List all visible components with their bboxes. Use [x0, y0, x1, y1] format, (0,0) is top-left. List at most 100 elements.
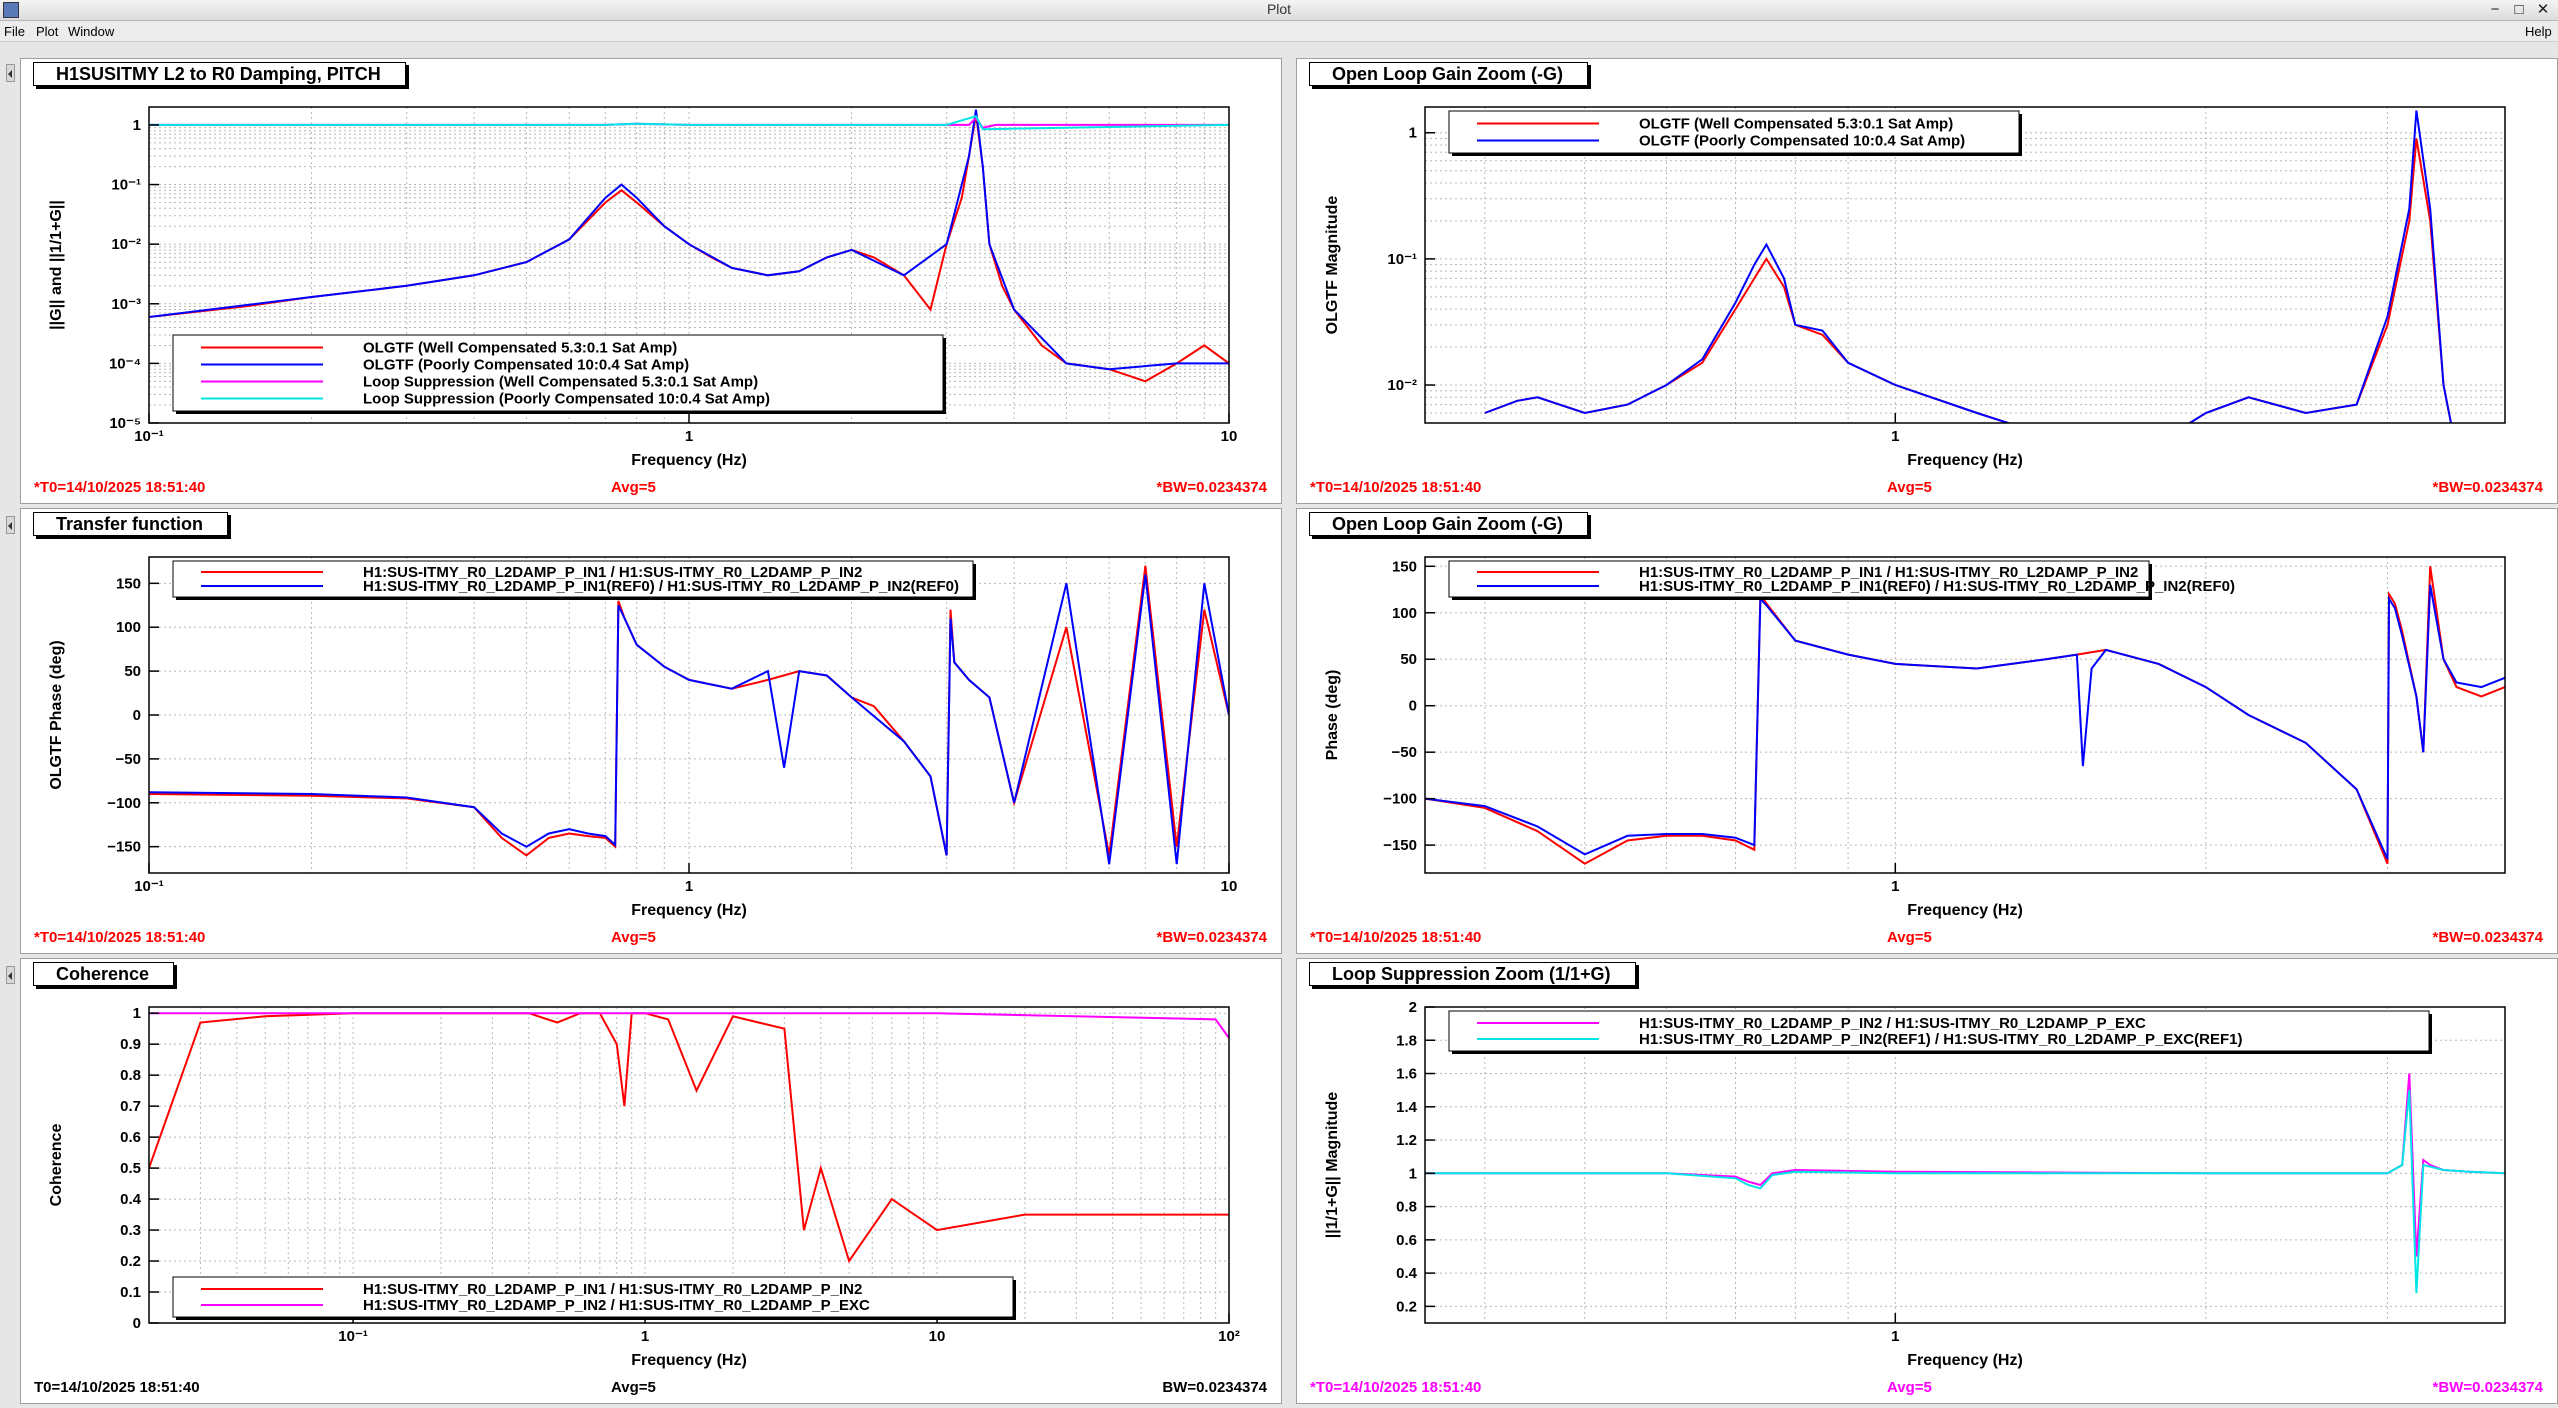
panel-coherence[interactable]: 10⁻¹ 1 10 10² 1 0.9 0.8 0.7 0.6 0.5 0.4 0.3 0.2 0.1 0 F…	[20, 958, 1282, 1404]
y-tick-label: 1	[1409, 1165, 1417, 1182]
footer-t0: *T0=14/10/2025 18:51:40	[34, 929, 206, 946]
coherence-plot: 10⁻¹ 1 10 10² 1 0.9 0.8 0.7 0.6 0.5 0.4 0.3 0.2 0.1 0 F…	[48, 1005, 1240, 1369]
y-tick-label: 0.4	[1396, 1265, 1418, 1282]
legend-label: H1:SUS-ITMY_R0_L2DAMP_P_IN1(REF0) / H1:S…	[1639, 578, 2235, 595]
footer-avg: Avg=5	[611, 929, 656, 946]
legend-box	[1448, 560, 2150, 598]
y-tick-label: 1	[133, 117, 141, 134]
menu-bar: File Plot Window Help	[0, 21, 2558, 42]
legend-label: H1:SUS-ITMY_R0_L2DAMP_P_IN1 / H1:SUS-ITM…	[363, 564, 862, 581]
y-tick-label: 150	[1392, 558, 1417, 575]
panel-olg-zoom-phase[interactable]: 1 150 100 50 0 −50 −100 −150 Frequency (Hz) Phase…	[1296, 508, 2558, 954]
y-tick-label: 1	[1409, 125, 1417, 142]
y-tick-label: 10⁻⁴	[109, 355, 141, 372]
y-tick-label: 150	[116, 575, 141, 592]
minimize-icon[interactable]: −	[2490, 1, 2500, 18]
series-line-1	[1484, 110, 2453, 423]
maximize-icon[interactable]: □	[2514, 1, 2524, 18]
menu-help[interactable]: Help	[2525, 24, 2552, 39]
y-tick-label: −50	[1392, 744, 1417, 761]
legend-label: Loop Suppression (Poorly Compensated 10:…	[363, 391, 770, 408]
y-tick-label: 0.8	[1396, 1199, 1417, 1216]
panel-magnitude-overview[interactable]: 10⁻¹ 1 10 1 10⁻¹ 10⁻² 10⁻³ 10⁻⁴ 10⁻⁵ Frequency (H…	[20, 58, 1282, 504]
left-pane-arrow-bottom[interactable]	[6, 966, 15, 984]
footer-bw: *BW=0.0234374	[2432, 929, 2544, 946]
legend-label: H1:SUS-ITMY_R0_L2DAMP_P_IN1 / H1:SUS-ITM…	[363, 1281, 862, 1298]
y-tick-label: 0.3	[120, 1222, 141, 1239]
y-axis-label: ||1/1+G|| Magnitude	[1324, 1092, 1341, 1238]
magnitude-overview-plot: 10⁻¹ 1 10 1 10⁻¹ 10⁻² 10⁻³ 10⁻⁴ 10⁻⁵ Frequency (H…	[48, 106, 1238, 469]
panel-title: Coherence	[33, 962, 175, 986]
y-tick-label: 0.6	[120, 1129, 141, 1146]
panel-title: Open Loop Gain Zoom (-G)	[1309, 62, 1588, 86]
panel-olg-zoom-magnitude[interactable]: 1 1 10⁻¹ 10⁻² Frequency (Hz) OLGTF Magnitude O…	[1296, 58, 2558, 504]
menu-plot[interactable]: Plot	[36, 24, 58, 39]
x-tick-label: 1	[1891, 878, 1899, 895]
legend-label: H1:SUS-ITMY_R0_L2DAMP_P_IN2(REF1) / H1:S…	[1639, 1031, 2242, 1048]
y-tick-label: 10⁻³	[111, 296, 141, 313]
legend-label: OLGTF (Poorly Compensated 10:0.4 Sat Amp…	[1639, 133, 1965, 150]
y-tick-label: 100	[116, 619, 141, 636]
y-axis-label: OLGTF Phase (deg)	[48, 640, 65, 789]
x-tick-label: 10⁻¹	[134, 428, 164, 445]
y-tick-label: 1.8	[1396, 1032, 1417, 1049]
y-tick-label: 1.2	[1396, 1132, 1417, 1149]
grid	[148, 557, 1230, 873]
legend-box	[1448, 1010, 2430, 1052]
left-pane-arrow-mid[interactable]	[6, 516, 15, 534]
series-group	[149, 1012, 1229, 1264]
x-tick-label: 1	[1891, 1328, 1899, 1345]
x-tick-label: 1	[641, 1328, 649, 1345]
y-tick-label: 10⁻⁵	[109, 415, 141, 432]
loop-suppression-zoom-plot: 1 2 1.8 1.6 1.4 1.2 1 0.8 0.6 0.4 0.2 Frequency (Hz…	[1324, 999, 2506, 1369]
menu-window-label: Window	[68, 24, 115, 39]
footer-avg: Avg=5	[1887, 929, 1932, 946]
footer-bw: BW=0.0234374	[1162, 1379, 1267, 1396]
panel-loop-suppression-zoom[interactable]: 1 2 1.8 1.6 1.4 1.2 1 0.8 0.6 0.4 0.2 Frequency (Hz…	[1296, 958, 2558, 1404]
y-tick-label: 50	[1400, 651, 1417, 668]
x-tick-label: 10	[1221, 428, 1238, 445]
x-axis-label: Frequency (Hz)	[631, 1352, 747, 1369]
y-tick-label: 0.5	[120, 1160, 141, 1177]
menu-file[interactable]: File	[4, 24, 25, 39]
legend-label: H1:SUS-ITMY_R0_L2DAMP_P_IN1(REF0) / H1:S…	[363, 578, 959, 595]
close-icon[interactable]: ✕	[2536, 1, 2550, 18]
y-axis-label: Phase (deg)	[1324, 670, 1341, 761]
menu-window[interactable]: Window	[68, 24, 114, 39]
x-axis-label: Frequency (Hz)	[1907, 902, 2023, 919]
y-tick-label: −50	[116, 751, 141, 768]
y-tick-label: −100	[1383, 791, 1417, 808]
series-group	[149, 109, 1229, 383]
window-title: Plot	[1266, 1, 1292, 17]
y-tick-label: 0.7	[120, 1098, 141, 1115]
y-tick-label: 2	[1409, 999, 1417, 1016]
window-titlebar: Plot − □ ✕	[0, 0, 2558, 21]
y-tick-label: 0.9	[120, 1036, 141, 1053]
legend-label: OLGTF (Well Compensated 5.3:0.1 Sat Amp)	[363, 340, 677, 357]
y-tick-label: 50	[124, 663, 141, 680]
series-line-1	[149, 1012, 1229, 1039]
x-tick-label: 1	[685, 428, 693, 445]
x-tick-label: 1	[685, 878, 693, 895]
y-tick-label: 0.8	[120, 1067, 141, 1084]
panel-transfer-function[interactable]: 10⁻¹ 1 10 150 100 50 0 −50 −100 −150 Frequency (Hz…	[20, 508, 1282, 954]
footer-bw: *BW=0.0234374	[1156, 479, 1268, 496]
legend-label: Loop Suppression (Well Compensated 5.3:0…	[363, 374, 758, 391]
footer-avg: Avg=5	[611, 479, 656, 496]
y-tick-label: 0.4	[120, 1191, 142, 1208]
left-pane-arrow-top[interactable]	[6, 64, 15, 82]
axes-frame	[1424, 1006, 2506, 1324]
y-tick-label: 0.6	[1396, 1232, 1417, 1249]
panel-title: Loop Suppression Zoom (1/1+G)	[1309, 962, 1636, 986]
plot-area	[149, 1007, 1229, 1323]
footer-bw: *BW=0.0234374	[2432, 479, 2544, 496]
y-tick-label: −150	[107, 839, 141, 856]
legend-label: H1:SUS-ITMY_R0_L2DAMP_P_IN1 / H1:SUS-ITM…	[1639, 564, 2138, 581]
x-tick-label: 10⁻¹	[134, 878, 164, 895]
y-tick-label: 1	[133, 1005, 141, 1022]
x-axis-label: Frequency (Hz)	[631, 902, 747, 919]
y-tick-label: 10⁻²	[111, 236, 141, 253]
legend-box	[172, 1276, 1014, 1318]
series-group	[1425, 566, 2505, 865]
series-line-3	[149, 115, 1229, 131]
